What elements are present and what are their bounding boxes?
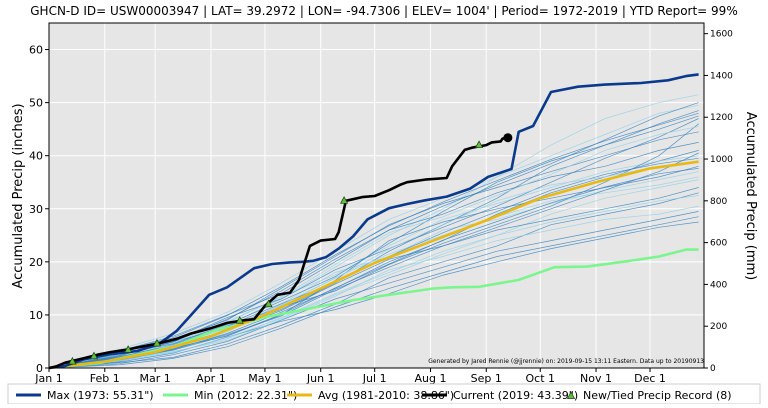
legend-label-avg: Avg (1981-2010: 38.86") [318, 389, 454, 402]
history-line [48, 192, 699, 369]
history-line [48, 112, 699, 369]
record-marker [152, 338, 162, 347]
series-line-current [48, 136, 509, 370]
x-tick-label: Aug 1 [414, 372, 446, 385]
legend-label-current: Current (2019: 43.39") [453, 389, 578, 402]
y-tick-label: 60 [29, 44, 43, 57]
x-tick-label: May 1 [248, 372, 281, 385]
plot-frame [48, 22, 705, 369]
y-tick-label: 30 [29, 203, 43, 216]
history-line [48, 118, 699, 369]
record-markers [68, 140, 484, 365]
history-line [48, 94, 699, 369]
x-tick-label: Feb 1 [90, 372, 120, 385]
record-marker [340, 196, 349, 204]
legend: Max (1973: 55.31") Min (2012: 22.31") Avg … [7, 383, 761, 405]
series-lines [48, 73, 699, 370]
y-tick-label: 20 [29, 256, 43, 269]
x-tick-label: Nov 1 [580, 372, 612, 385]
chart-title: GHCN-D ID= USW00003947 | LAT= 39.2972 | … [30, 4, 737, 18]
x-tick-label: Jun 1 [306, 372, 335, 385]
x-tick-label: Dec 1 [634, 372, 666, 385]
history-line [48, 168, 699, 369]
legend-label-max: Max (1973: 55.31") [47, 389, 154, 402]
y2-tick-label: 1600 [710, 30, 733, 40]
y2-tick-label: 200 [710, 322, 727, 332]
series-line-min [48, 248, 699, 370]
x-tick-label: Mar 1 [140, 372, 171, 385]
x-tick-label: Apr 1 [196, 372, 226, 385]
history-line [48, 160, 699, 369]
y2-tick-label: 800 [710, 197, 727, 207]
y-tick-label: 50 [29, 97, 43, 110]
y-tick-label: 0 [36, 362, 43, 375]
history-line [48, 211, 699, 369]
history-line [48, 195, 699, 369]
y-axis-label: Accumulated Precip (inches) [11, 103, 26, 288]
history-line [48, 176, 699, 369]
x-tick-label: Oct 1 [525, 372, 555, 385]
history-line [48, 205, 699, 369]
generated-by-note: Generated by Jared Rennie (@jjrennie) on… [428, 358, 704, 365]
series-line-max [48, 73, 699, 370]
legend-label-record: New/Tied Precip Record (8) [583, 389, 732, 402]
x-tick-label: Jan 1 [34, 372, 62, 385]
y-tick-label: 10 [29, 309, 43, 322]
history-line [48, 115, 699, 369]
legend-record-marker [566, 391, 576, 399]
history-line [48, 216, 699, 369]
y2-tick-label: 1000 [710, 155, 733, 165]
record-marker [68, 356, 77, 365]
y2-tick-label: 1200 [710, 113, 733, 123]
record-marker [124, 345, 133, 353]
legend-label-min: Min (2012: 22.31") [194, 389, 297, 402]
series-line-avg [48, 160, 699, 370]
history-line [48, 102, 699, 369]
record-marker [89, 351, 99, 360]
history-line [48, 155, 699, 369]
record-marker [264, 299, 273, 308]
y2-axis-label: Accumulated Precip (mm) [743, 112, 758, 280]
x-tick-label: Sep 1 [471, 372, 502, 385]
y-tick-label: 40 [29, 150, 43, 163]
y2-tick-label: 1400 [710, 71, 733, 81]
record-marker [235, 316, 244, 324]
axes: Jan 1 Feb 1 Mar 1 Apr 1 May 1 Jun 1 Jul 1 Aug 1… [29, 30, 733, 385]
y2-tick-label: 600 [710, 239, 727, 249]
y2-tick-label: 400 [710, 280, 727, 290]
record-marker [474, 140, 484, 148]
current-endpoint [503, 133, 513, 143]
history-line [48, 152, 699, 369]
x-tick-label: Jul 1 [362, 372, 387, 385]
history-line [48, 179, 699, 369]
y2-tick-label: 0 [710, 364, 716, 374]
